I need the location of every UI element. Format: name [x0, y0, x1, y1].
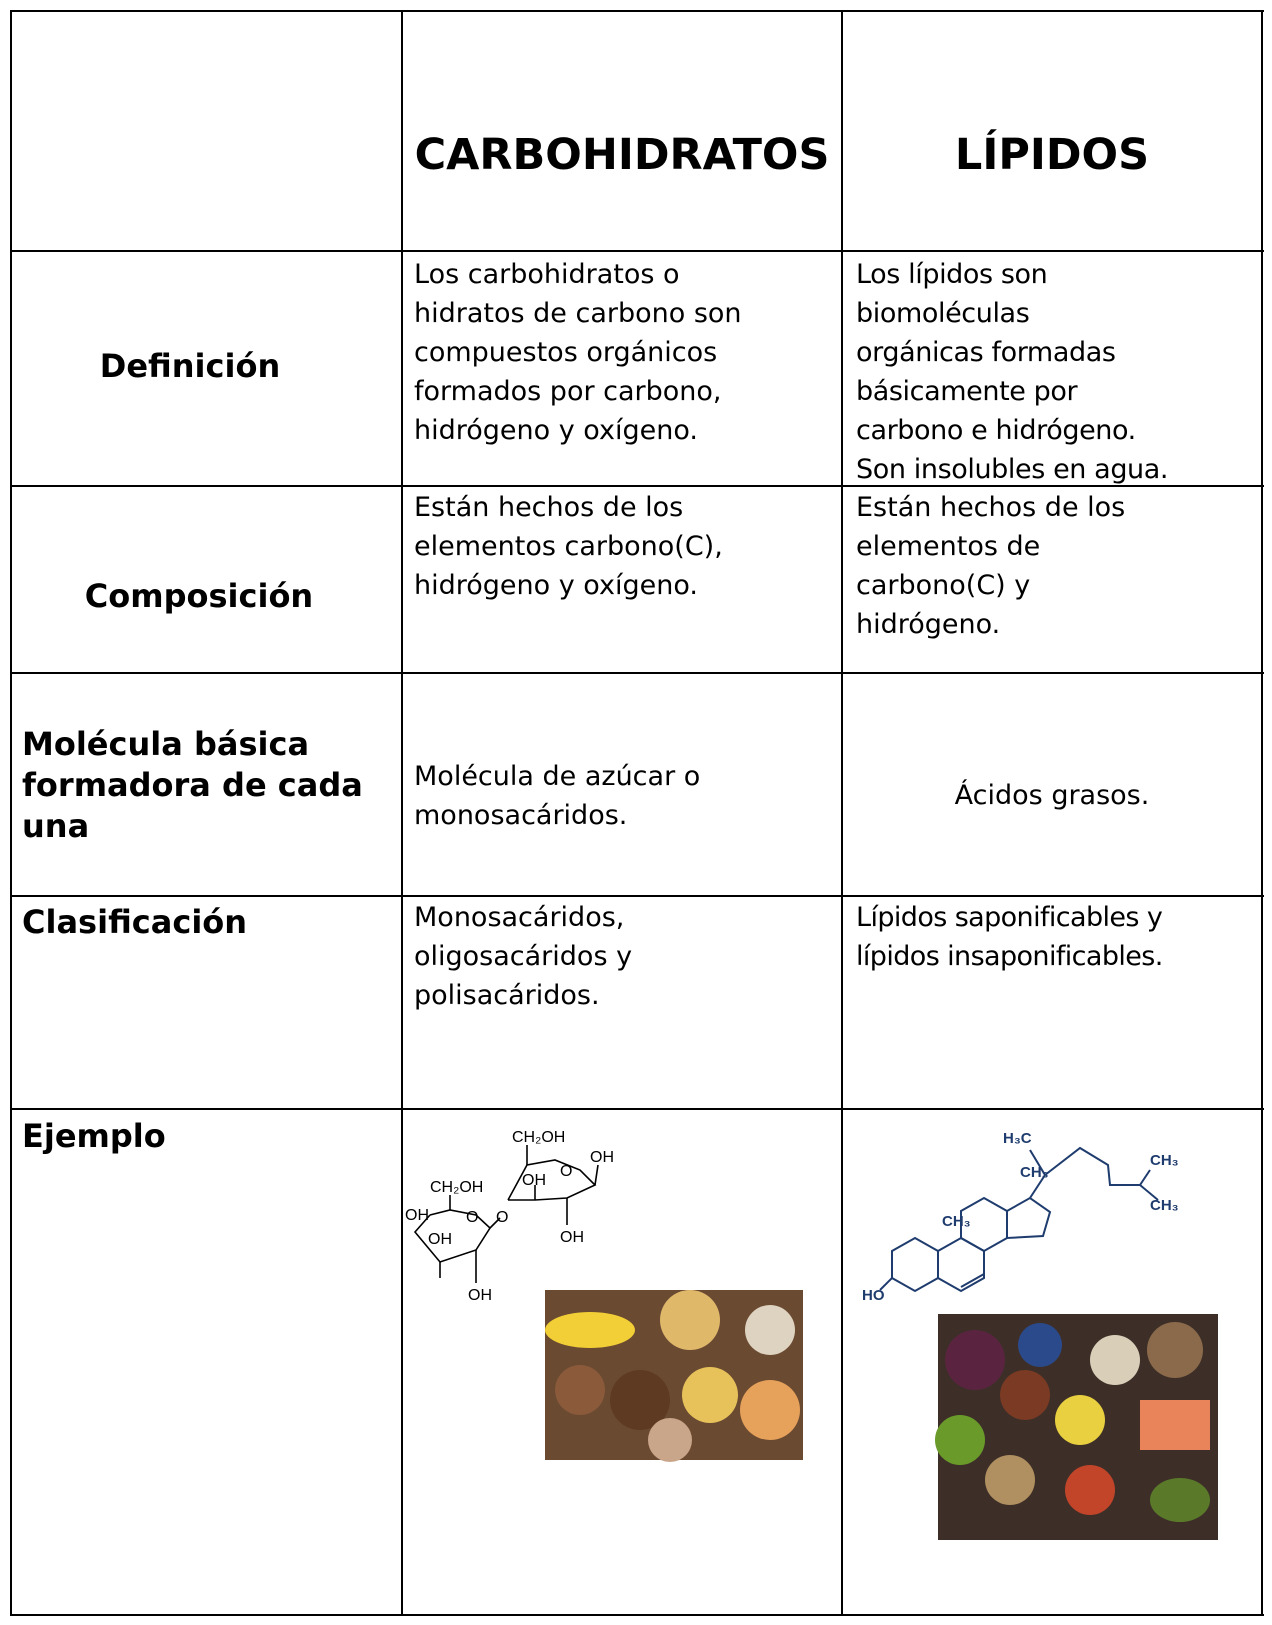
label-line: Molécula básica	[22, 725, 310, 763]
text-line: monosacáridos.	[414, 800, 628, 831]
cell: Los lípidos son biomoléculas orgánicas f…	[856, 255, 1169, 489]
row-border	[10, 895, 1264, 897]
column-border	[401, 10, 403, 1616]
cell: Los carbohidratos o hidratos de carbono …	[414, 255, 742, 450]
text-line: oligosacáridos y	[414, 941, 633, 972]
table-border	[10, 10, 1264, 12]
text-line: básicamente por	[856, 376, 1078, 407]
label-line: Definición	[99, 347, 281, 385]
molecule-label: CH₂OH	[430, 1179, 483, 1196]
label-line: Composición	[84, 577, 314, 615]
molecule-label: H₃C	[1003, 1130, 1032, 1147]
row-border	[10, 485, 1264, 487]
text-line: hidratos de carbono son	[414, 298, 742, 329]
row-border	[10, 1108, 1264, 1110]
text-line: carbono e hidrógeno.	[856, 415, 1136, 446]
text-line: lípidos insaponificables.	[856, 941, 1163, 972]
text-line: orgánicas formadas	[856, 337, 1116, 368]
text-line: elementos de	[856, 531, 1041, 562]
label-line: una	[22, 807, 90, 845]
text-line: Son insolubles en agua.	[856, 454, 1169, 485]
text-line: carbono(C) y	[856, 570, 1031, 601]
disaccharide-structure	[413, 1145, 599, 1283]
row-label: Molécula básica formadora de cada una	[22, 724, 363, 847]
column-header: LÍPIDOS	[954, 130, 1150, 180]
table-border	[10, 10, 12, 1616]
molecule-label: OH	[405, 1207, 429, 1224]
molecule-label: CH₂OH	[512, 1129, 565, 1146]
molecule-label: OH	[560, 1229, 584, 1246]
text-line: elementos carbono(C),	[414, 531, 723, 562]
text-line: formados por carbono,	[414, 376, 722, 407]
molecule-label: HO	[862, 1287, 885, 1304]
label-line: Ejemplo	[22, 1117, 166, 1155]
text-line: Molécula de azúcar o	[414, 761, 701, 792]
table-border	[1261, 10, 1263, 1616]
text-line: Están hechos de los	[856, 492, 1126, 523]
text-line: Ácidos grasos.	[954, 780, 1150, 811]
column-border	[841, 10, 843, 1616]
text-line: compuestos orgánicos	[414, 337, 718, 368]
cell: Están hechos de los elementos carbono(C)…	[414, 488, 723, 605]
row-border	[10, 672, 1264, 674]
text-line: Monosacáridos,	[414, 902, 625, 933]
cell: Lípidos saponificables y lípidos insapon…	[856, 898, 1163, 976]
row-label: Ejemplo	[22, 1116, 166, 1157]
food-photo	[545, 1290, 803, 1462]
label-line: formadora de cada	[22, 766, 363, 804]
molecule-label: CH₃	[942, 1213, 971, 1230]
molecule-label: O	[466, 1209, 478, 1226]
molecule-label: CH₃	[1150, 1197, 1179, 1214]
row-label: Composición	[85, 576, 313, 617]
molecule-labels: H₃C CH₃ CH₃ CH₃ CH₃ HO	[862, 1130, 1179, 1304]
text-line: polisacáridos.	[414, 980, 600, 1011]
table-border	[10, 1614, 1264, 1616]
text-line: Están hechos de los	[414, 492, 684, 523]
molecule-label: OH	[590, 1149, 614, 1166]
text-line: Los lípidos son	[856, 259, 1048, 290]
cell: Molécula de azúcar o monosacáridos.	[414, 757, 700, 835]
text-line: hidrógeno y oxígeno.	[414, 570, 698, 601]
molecule-label: OH	[468, 1287, 492, 1304]
row-label: Clasificación	[22, 902, 247, 943]
molecule-label: CH₃	[1150, 1152, 1179, 1169]
text-line: biomoléculas	[856, 298, 1030, 329]
food-photo	[935, 1314, 1218, 1540]
molecule-label: CH₃	[1020, 1164, 1049, 1181]
label-line: Clasificación	[22, 903, 248, 941]
text-line: Lípidos saponificables y	[856, 902, 1163, 933]
text-line: hidrógeno.	[856, 609, 1001, 640]
molecule-label: OH	[428, 1231, 452, 1248]
row-label: Definición	[100, 346, 280, 387]
cell: Ácidos grasos.	[955, 776, 1150, 815]
cholesterol-structure	[879, 1146, 1159, 1293]
molecule-label: O	[496, 1209, 508, 1226]
cell: Monosacáridos, oligosacáridos y polisacá…	[414, 898, 632, 1015]
text-line: Los carbohidratos o	[414, 259, 680, 290]
molecule-label: OH	[522, 1172, 546, 1189]
column-header: CARBOHIDRATOS	[414, 130, 830, 180]
cell: Están hechos de los elementos de carbono…	[856, 488, 1125, 644]
row-border	[10, 250, 1264, 252]
molecule-label: O	[560, 1163, 572, 1180]
text-line: hidrógeno y oxígeno.	[414, 415, 698, 446]
